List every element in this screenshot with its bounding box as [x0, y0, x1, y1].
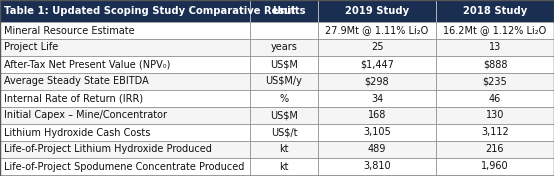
- Bar: [318, 0, 436, 22]
- Text: Project Life: Project Life: [4, 42, 58, 52]
- Bar: [0, 73, 250, 90]
- Bar: [318, 22, 436, 39]
- Bar: [250, 39, 318, 56]
- Text: Internal Rate of Return (IRR): Internal Rate of Return (IRR): [4, 93, 143, 103]
- Bar: [0, 56, 250, 73]
- Text: 3,105: 3,105: [363, 127, 391, 137]
- Bar: [250, 158, 318, 175]
- Bar: [0, 39, 250, 56]
- Bar: [0, 158, 250, 175]
- Bar: [0, 0, 250, 22]
- Bar: [436, 124, 554, 141]
- Bar: [0, 124, 250, 141]
- Text: 25: 25: [371, 42, 383, 52]
- Bar: [318, 107, 436, 124]
- Bar: [436, 0, 554, 22]
- Bar: [0, 22, 250, 39]
- Text: US$M: US$M: [270, 111, 298, 121]
- Bar: [0, 141, 250, 158]
- Text: Table 1: Updated Scoping Study Comparative Results: Table 1: Updated Scoping Study Comparati…: [4, 6, 305, 16]
- Text: kt: kt: [279, 162, 289, 171]
- Bar: [250, 22, 318, 39]
- Text: US$M: US$M: [270, 59, 298, 70]
- Text: 168: 168: [368, 111, 386, 121]
- Text: $235: $235: [483, 77, 507, 86]
- Bar: [436, 90, 554, 107]
- Bar: [318, 90, 436, 107]
- Text: $298: $298: [365, 77, 389, 86]
- Text: $1,447: $1,447: [360, 59, 394, 70]
- Text: US$/t: US$/t: [271, 127, 297, 137]
- Text: 216: 216: [486, 144, 504, 155]
- Text: 27.9Mt @ 1.11% Li₂O: 27.9Mt @ 1.11% Li₂O: [325, 26, 429, 36]
- Bar: [318, 124, 436, 141]
- Bar: [250, 0, 318, 22]
- Bar: [0, 90, 250, 107]
- Text: $888: $888: [483, 59, 507, 70]
- Text: Lithium Hydroxide Cash Costs: Lithium Hydroxide Cash Costs: [4, 127, 150, 137]
- Bar: [436, 73, 554, 90]
- Text: 13: 13: [489, 42, 501, 52]
- Bar: [250, 124, 318, 141]
- Bar: [318, 39, 436, 56]
- Bar: [250, 141, 318, 158]
- Text: kt: kt: [279, 144, 289, 155]
- Text: After-Tax Net Present Value (NPV₀): After-Tax Net Present Value (NPV₀): [4, 59, 171, 70]
- Bar: [318, 141, 436, 158]
- Text: 3,810: 3,810: [363, 162, 391, 171]
- Text: 34: 34: [371, 93, 383, 103]
- Text: Life-of-Project Spodumene Concentrate Produced: Life-of-Project Spodumene Concentrate Pr…: [4, 162, 244, 171]
- Text: Initial Capex – Mine/Concentrator: Initial Capex – Mine/Concentrator: [4, 111, 167, 121]
- Bar: [250, 90, 318, 107]
- Text: Unit: Unit: [273, 6, 296, 16]
- Text: 130: 130: [486, 111, 504, 121]
- Text: 3,112: 3,112: [481, 127, 509, 137]
- Text: Life-of-Project Lithium Hydroxide Produced: Life-of-Project Lithium Hydroxide Produc…: [4, 144, 212, 155]
- Bar: [436, 56, 554, 73]
- Text: years: years: [270, 42, 297, 52]
- Bar: [318, 158, 436, 175]
- Bar: [436, 158, 554, 175]
- Bar: [436, 107, 554, 124]
- Bar: [436, 39, 554, 56]
- Bar: [250, 56, 318, 73]
- Text: 2018 Study: 2018 Study: [463, 6, 527, 16]
- Text: 46: 46: [489, 93, 501, 103]
- Text: 16.2Mt @ 1.12% Li₂O: 16.2Mt @ 1.12% Li₂O: [443, 26, 547, 36]
- Bar: [318, 56, 436, 73]
- Text: 2019 Study: 2019 Study: [345, 6, 409, 16]
- Bar: [436, 22, 554, 39]
- Bar: [318, 73, 436, 90]
- Text: 1,960: 1,960: [481, 162, 509, 171]
- Text: Mineral Resource Estimate: Mineral Resource Estimate: [4, 26, 135, 36]
- Text: %: %: [279, 93, 289, 103]
- Text: US$M/y: US$M/y: [265, 77, 302, 86]
- Bar: [436, 141, 554, 158]
- Bar: [250, 107, 318, 124]
- Text: 489: 489: [368, 144, 386, 155]
- Text: Average Steady State EBITDA: Average Steady State EBITDA: [4, 77, 149, 86]
- Bar: [250, 73, 318, 90]
- Bar: [0, 107, 250, 124]
